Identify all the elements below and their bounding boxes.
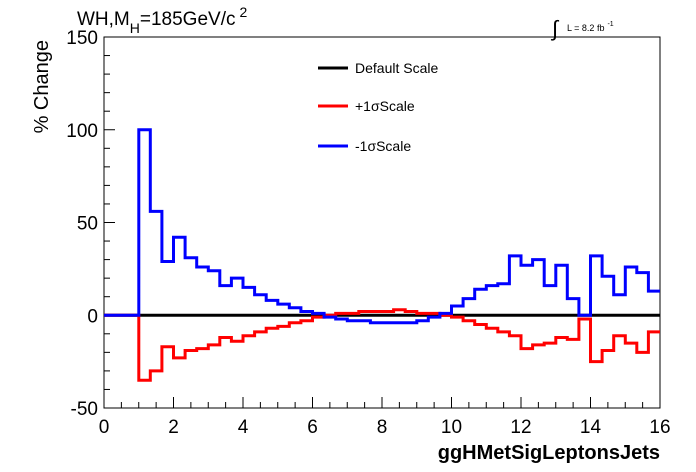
y-tick-label: 50 xyxy=(77,214,98,235)
series-line-3 xyxy=(104,128,660,325)
x-axis-label: ggHMetSigLeptonsJets xyxy=(438,442,660,464)
lumi-integral: ∫ xyxy=(550,16,560,41)
x-tick-label: 0 xyxy=(99,417,110,438)
title-main: WH,M xyxy=(77,9,130,30)
x-tick-label: 12 xyxy=(510,417,531,438)
title-subscript: H xyxy=(130,20,140,36)
lumi-value: L = 8.2 fb xyxy=(567,23,604,33)
series-line-2 xyxy=(104,308,660,382)
x-tick-label: 6 xyxy=(307,417,318,438)
plot-frame xyxy=(103,36,661,409)
x-tick-label: 10 xyxy=(441,417,462,438)
x-tick-label: 14 xyxy=(580,417,602,438)
x-tick-label: 16 xyxy=(649,417,670,438)
legend: Default Scale +1σScale -1σScale xyxy=(318,60,438,154)
series-group xyxy=(104,128,660,382)
legend-label: +1σScale xyxy=(355,98,415,114)
x-tick-label: 4 xyxy=(238,417,249,438)
lumi-label: L = 8.2 fb -1 xyxy=(567,21,614,33)
title-rest: =185GeV/c xyxy=(140,9,236,30)
y-axis-label: % Change xyxy=(31,40,53,133)
y-tick-label: 100 xyxy=(66,121,98,142)
legend-label: -1σScale xyxy=(355,138,411,154)
legend-label: Default Scale xyxy=(355,60,438,76)
y-tick-label: 150 xyxy=(66,28,98,49)
y-tick-label: -50 xyxy=(71,399,98,420)
chart-title: WH,MH=185GeV/c 2 xyxy=(77,4,247,36)
title-superscript: 2 xyxy=(239,4,247,20)
lumi-superscript: -1 xyxy=(607,21,613,28)
x-tick-label: 2 xyxy=(168,417,179,438)
y-tick-label: 0 xyxy=(87,306,98,327)
x-tick-label: 8 xyxy=(377,417,388,438)
